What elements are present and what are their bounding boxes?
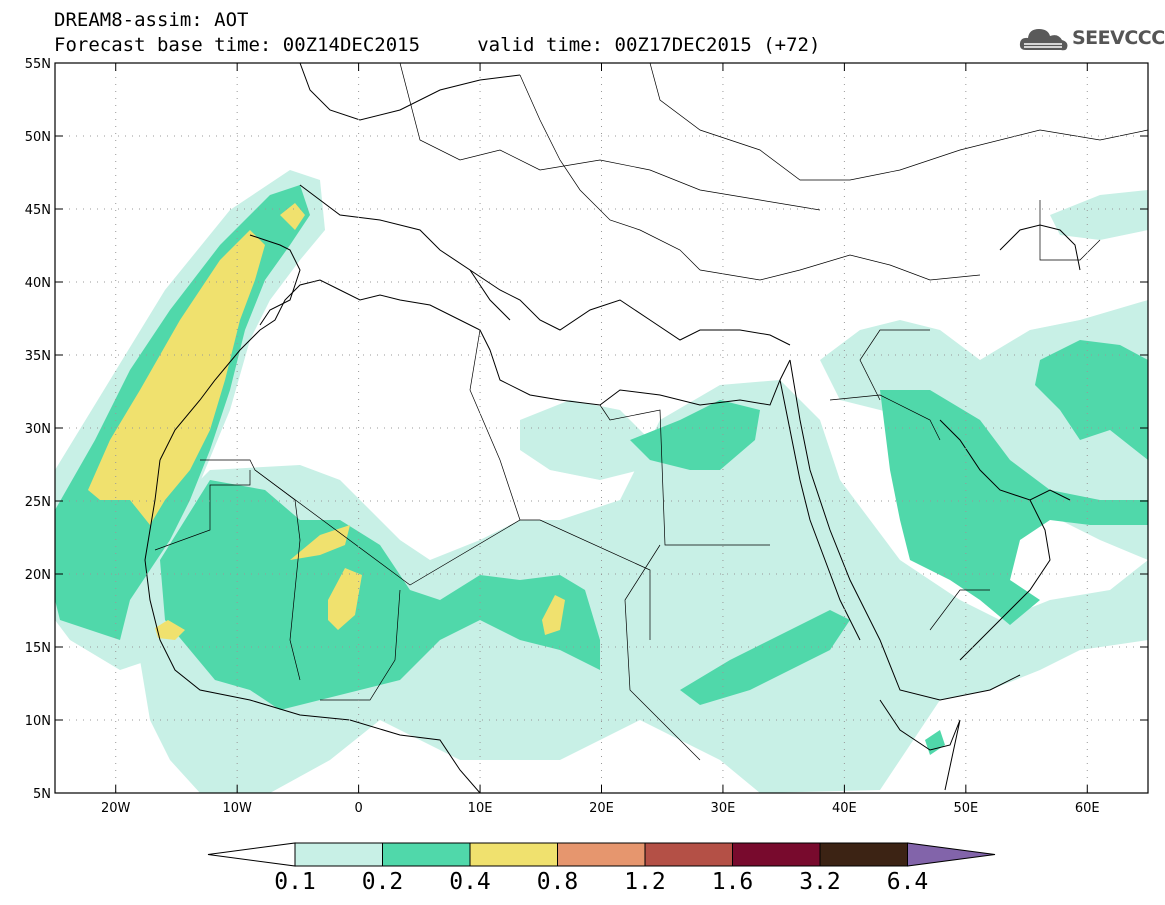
lon-label: 20W [101, 801, 131, 816]
country-borders [154, 63, 1148, 761]
colorbar-level-label: 1.2 [624, 869, 666, 895]
aot-band-0.2-somalia [925, 730, 945, 755]
lat-label: 5N [33, 787, 51, 802]
colorbar-level-label: 0.2 [361, 869, 404, 895]
colorbar-swatch [732, 842, 821, 867]
colorbar-lower-arrow [207, 842, 296, 867]
lon-label: 0 [354, 801, 362, 816]
lat-label: 20N [25, 568, 51, 583]
lat-label: 30N [25, 422, 51, 437]
aot-band-0.1-caspian [1050, 190, 1148, 240]
colorbar-level-label: 0.1 [274, 869, 316, 895]
latitude-labels: 55N 50N 45N 40N 35N 30N 25N 20N 15N 10N 5N [25, 57, 51, 802]
colorbar-swatch [469, 842, 558, 867]
logo-text: SEEVCCC [1072, 27, 1165, 49]
lon-label: 40E [832, 801, 857, 816]
lat-label: 10N [25, 714, 51, 729]
aot-band-0.2-sahel [160, 480, 600, 710]
coastlines [144, 63, 1081, 793]
colorbar-upper-arrow [907, 842, 996, 867]
aot-band-0.4-niger [328, 568, 362, 630]
colorbar-level-label: 6.4 [886, 869, 929, 895]
aot-band-0.1-sahel [140, 380, 1148, 793]
aot-band-0.4-atlantic [88, 230, 265, 525]
aot-band-0.4-mali [290, 525, 350, 560]
aot-band-0.2-iran [1035, 340, 1148, 460]
lat-label: 25N [25, 495, 51, 510]
colorbar-swatch [294, 842, 383, 867]
colorbar [207, 842, 996, 867]
lon-label: 60E [1075, 801, 1100, 816]
map-title: DREAM8-assim: AOT [54, 9, 249, 31]
aot-band-0.2-sudan [680, 610, 850, 705]
aot-band-0.2-arabia [880, 390, 1148, 625]
colorbar-swatch [557, 842, 646, 867]
lat-label: 15N [25, 641, 51, 656]
graticule [55, 63, 1148, 793]
lon-label: 10W [222, 801, 252, 816]
lon-label: 20E [589, 801, 614, 816]
cloud-icon [1019, 29, 1068, 51]
aot-band-0.4-chad [542, 595, 565, 635]
lat-label: 55N [25, 57, 51, 72]
aot-band-0.2-egypt [630, 400, 760, 470]
colorbar-level-label: 1.6 [711, 869, 754, 895]
colorbar-swatch [644, 842, 733, 867]
lon-label: 30E [711, 801, 736, 816]
colorbar-swatch [382, 842, 471, 867]
colorbar-level-label: 0.4 [449, 869, 491, 895]
aot-band-0.1-westafrica [520, 400, 650, 480]
lat-label: 35N [25, 349, 51, 364]
lat-label: 40N [25, 276, 51, 291]
longitude-labels: 20W 10W 0 10E 20E 30E 40E 50E 60E [101, 801, 1100, 816]
colorbar-swatch [819, 842, 908, 867]
aot-band-0.4-senegal [155, 620, 185, 640]
aot-band-0.4-biscay [280, 203, 305, 230]
lon-label: 10E [468, 801, 493, 816]
lat-label: 45N [25, 203, 51, 218]
axis-ticks [55, 62, 1148, 794]
colorbar-level-label: 0.8 [536, 869, 579, 895]
colorbar-level-label: 3.2 [799, 869, 841, 895]
forecast-time-line: Forecast base time: 00Z14DEC2015 valid t… [54, 34, 821, 56]
lon-label: 50E [953, 801, 978, 816]
seevccc-logo: SEEVCCC [1018, 24, 1165, 54]
lat-label: 50N [25, 130, 51, 145]
